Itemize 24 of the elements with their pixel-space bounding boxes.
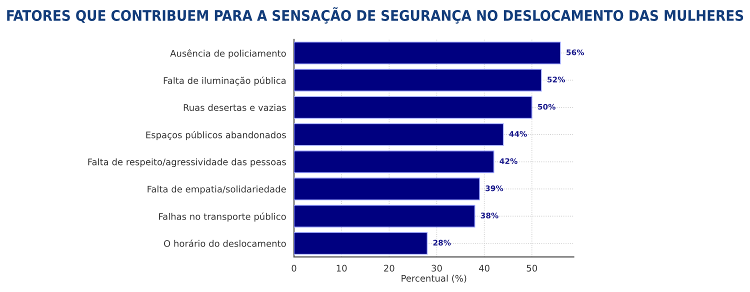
x-tick-label: 50 bbox=[526, 264, 538, 272]
bar bbox=[294, 232, 428, 255]
y-tick-label: Falta de iluminação pública bbox=[164, 76, 286, 86]
bar bbox=[294, 204, 476, 228]
y-tick-label: Falhas no transporte público bbox=[159, 212, 286, 222]
bar bbox=[294, 42, 561, 64]
x-tick-label: 10 bbox=[336, 264, 347, 272]
bar bbox=[294, 123, 504, 146]
x-tick-label: 20 bbox=[384, 264, 394, 272]
x-axis-title: Percentual (%) bbox=[402, 274, 466, 283]
x-tick-label: 40 bbox=[479, 264, 490, 272]
y-tick-label: Espaços públicos abandonados bbox=[146, 130, 286, 140]
bar bbox=[294, 178, 480, 200]
x-tick-label: 30 bbox=[432, 264, 442, 272]
bar bbox=[294, 150, 494, 174]
chart-title: FATORES QUE CONTRIBUEM PARA A SENSAÇÃO DE SEGURANÇA NO DESLOCAMENTO DAS MULHERES bbox=[7, 7, 744, 24]
bar bbox=[294, 68, 542, 92]
y-tick-label: Ruas desertas e vazias bbox=[184, 104, 286, 111]
y-tick-label: O horário do deslocamento bbox=[164, 240, 286, 247]
bar bbox=[294, 96, 532, 119]
y-tick-label: Falta de empatia/solidariedade bbox=[148, 186, 286, 194]
x-tick-label: 0 bbox=[292, 264, 296, 272]
y-tick-label: Ausência de policiamento bbox=[170, 49, 286, 59]
y-tick-label: Falta de respeito/agressividade das pessoas bbox=[88, 158, 286, 168]
